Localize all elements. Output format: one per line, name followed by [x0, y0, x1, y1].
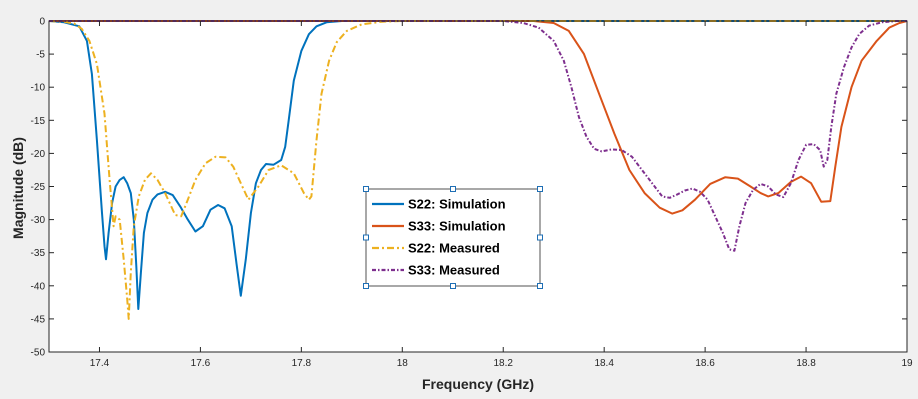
y-tick-label: -5 [36, 50, 45, 61]
legend-resize-handle[interactable] [537, 283, 543, 289]
legend[interactable]: S22: Simulation S33: Simulation S22: Measu… [363, 186, 543, 289]
legend-resize-handle[interactable] [363, 283, 369, 289]
y-tick-label: -45 [31, 314, 46, 325]
y-tick-label: -25 [31, 182, 46, 193]
y-tick-label: -35 [31, 248, 46, 259]
legend-selection-handles[interactable] [363, 186, 543, 289]
legend-label-3: S33: Measured [408, 263, 500, 278]
x-tick-label: 18 [397, 358, 409, 369]
y-tick-label: -40 [31, 281, 46, 292]
x-tick-label: 17.6 [191, 358, 211, 369]
x-tick-label: 17.4 [90, 358, 110, 369]
legend-label-0: S22: Simulation [408, 197, 506, 212]
legend-resize-handle[interactable] [363, 186, 369, 192]
x-tick-label: 18.6 [695, 358, 715, 369]
legend-resize-handle[interactable] [537, 186, 543, 192]
y-tick-label: 0 [39, 17, 45, 28]
y-tick-label: -10 [31, 83, 46, 94]
y-axis-label: Magnitude (dB) [10, 137, 26, 239]
x-tick-label: 17.8 [292, 358, 312, 369]
x-tick-label: 18.4 [594, 358, 614, 369]
series-line-1 [49, 20, 908, 215]
legend-label-2: S22: Measured [408, 241, 500, 256]
x-tick-label: 18.2 [494, 358, 514, 369]
legend-label-1: S33: Simulation [408, 219, 506, 234]
y-tick-label: -20 [31, 149, 46, 160]
legend-resize-handle[interactable] [537, 234, 543, 241]
series-layer [48, 20, 908, 320]
legend-resize-handle[interactable] [450, 283, 456, 289]
legend-items: S22: Simulation S33: Simulation S22: Measu… [372, 197, 506, 278]
x-axis-label: Frequency (GHz) [422, 376, 534, 392]
y-tick-label: -30 [31, 215, 46, 226]
series-line-0 [48, 20, 907, 310]
series-line-2 [48, 20, 907, 320]
y-tick-label: -15 [31, 116, 46, 127]
y-tick-label: -50 [31, 348, 46, 359]
legend-resize-handle[interactable] [450, 186, 456, 192]
legend-resize-handle[interactable] [363, 234, 369, 241]
ticks-layer: 17.4 17.6 17.8 18 18.2 18.4 18.6 18.8 19 0 -5 -10 -1… [31, 17, 913, 370]
x-tick-label: 19 [901, 358, 913, 369]
x-tick-label: 18.8 [796, 358, 816, 369]
plot-background [49, 21, 907, 352]
series-line-3 [49, 20, 907, 252]
